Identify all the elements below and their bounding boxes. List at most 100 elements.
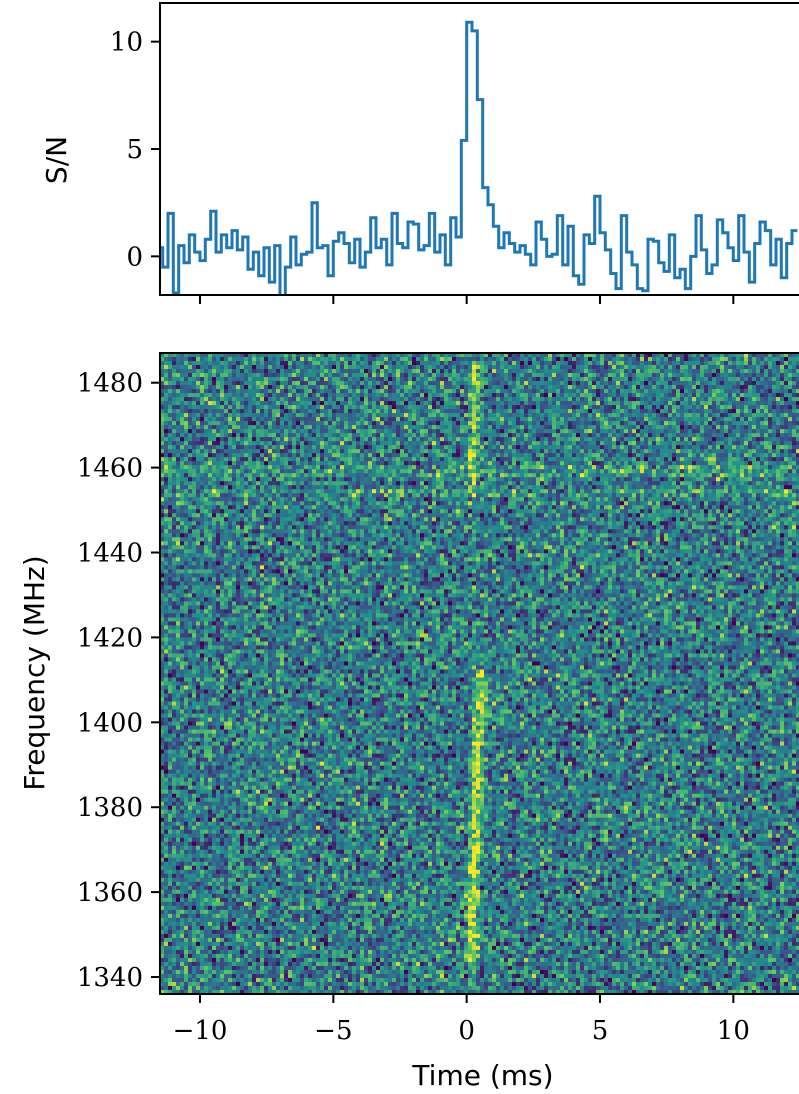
heatmap-cell [512,421,517,426]
heatmap-cell [448,385,453,390]
heatmap-cell [236,461,241,466]
heatmap-cell [420,357,425,362]
heatmap-cell [300,405,305,410]
heatmap-cell [664,373,669,378]
heatmap-cell [356,441,361,446]
heatmap-cell [636,409,641,414]
heatmap-cell [684,453,689,458]
heatmap-cell [580,441,585,446]
heatmap-cell [332,353,337,358]
heatmap-cell [172,405,177,410]
heatmap-cell [600,409,605,414]
heatmap-cell [772,425,777,430]
heatmap-cell [644,421,649,426]
heatmap-cell [636,433,641,438]
heatmap-cell [748,453,753,458]
heatmap-cell [504,409,509,414]
heatmap-cell [608,473,613,478]
heatmap-cell [684,457,689,462]
heatmap-cell [576,361,581,366]
heatmap-cell [232,389,237,394]
heatmap-cell [368,381,373,386]
heatmap-cell [552,417,557,422]
heatmap-cell [644,457,649,462]
heatmap-cell [448,445,453,450]
heatmap-cell [464,385,469,390]
heatmap-cell [232,405,237,410]
heatmap-cell [360,353,365,358]
heatmap-cell [556,449,561,454]
heatmap-cell [720,365,725,370]
heatmap-cell [756,417,761,422]
heatmap-cell [524,469,529,474]
heatmap-cell [480,433,485,438]
heatmap-cell [468,409,473,414]
heatmap-cell [784,449,789,454]
heatmap-cell [452,353,457,358]
heatmap-cell [760,373,765,378]
heatmap-cell [372,437,377,442]
heatmap-cell [516,353,521,358]
heatmap-cell [748,461,753,466]
heatmap-cell [728,425,733,430]
heatmap-cell [396,381,401,386]
heatmap-cell [644,361,649,366]
heatmap-cell [352,445,357,450]
heatmap-cell [572,425,577,430]
heatmap-cell [500,417,505,422]
heatmap-cell [600,413,605,418]
heatmap-cell [452,437,457,442]
heatmap-cell [356,389,361,394]
heatmap-cell [456,353,461,358]
heatmap-cell [648,425,653,430]
heatmap-cell [392,353,397,358]
heatmap-cell [696,429,701,434]
heatmap-cell [280,457,285,462]
heatmap-cell [556,405,561,410]
heatmap-cell [640,397,645,402]
heatmap-cell [380,389,385,394]
heatmap-cell [364,369,369,374]
heatmap-cell [344,453,349,458]
heatmap-cell [236,357,241,362]
heatmap-cell [332,397,337,402]
heatmap-cell [436,405,441,410]
heatmap-cell [324,361,329,366]
heatmap-cell [552,465,557,470]
heatmap-cell [648,445,653,450]
heatmap-cell [428,377,433,382]
heatmap-cell [392,441,397,446]
heatmap-cell [768,417,773,422]
heatmap-cell [428,385,433,390]
heatmap-cell [264,453,269,458]
heatmap-cell [696,377,701,382]
heatmap-cell [280,401,285,406]
heatmap-cell [728,373,733,378]
heatmap-cell [384,425,389,430]
heatmap-cell [696,369,701,374]
heatmap-cell [272,461,277,466]
heatmap-cell [656,353,661,358]
heatmap-cell [228,369,233,374]
heatmap-cell [252,401,257,406]
heatmap-cell [676,457,681,462]
heatmap-cell [584,361,589,366]
heatmap-cell [264,449,269,454]
heatmap-cell [792,437,797,442]
heatmap-cell [196,357,201,362]
heatmap-cell [500,449,505,454]
heatmap-cell [192,389,197,394]
heatmap-cell [260,417,265,422]
heatmap-cell [584,397,589,402]
heatmap-cell [612,405,617,410]
heatmap-cell [244,449,249,454]
heatmap-cell [592,461,597,466]
heatmap-cell [364,445,369,450]
heatmap-cell [512,453,517,458]
heatmap-cell [188,385,193,390]
heatmap-cell [464,393,469,398]
heatmap-cell [756,449,761,454]
heatmap-cell [336,465,341,470]
heatmap-cell [500,381,505,386]
heatmap-cell [752,429,757,434]
